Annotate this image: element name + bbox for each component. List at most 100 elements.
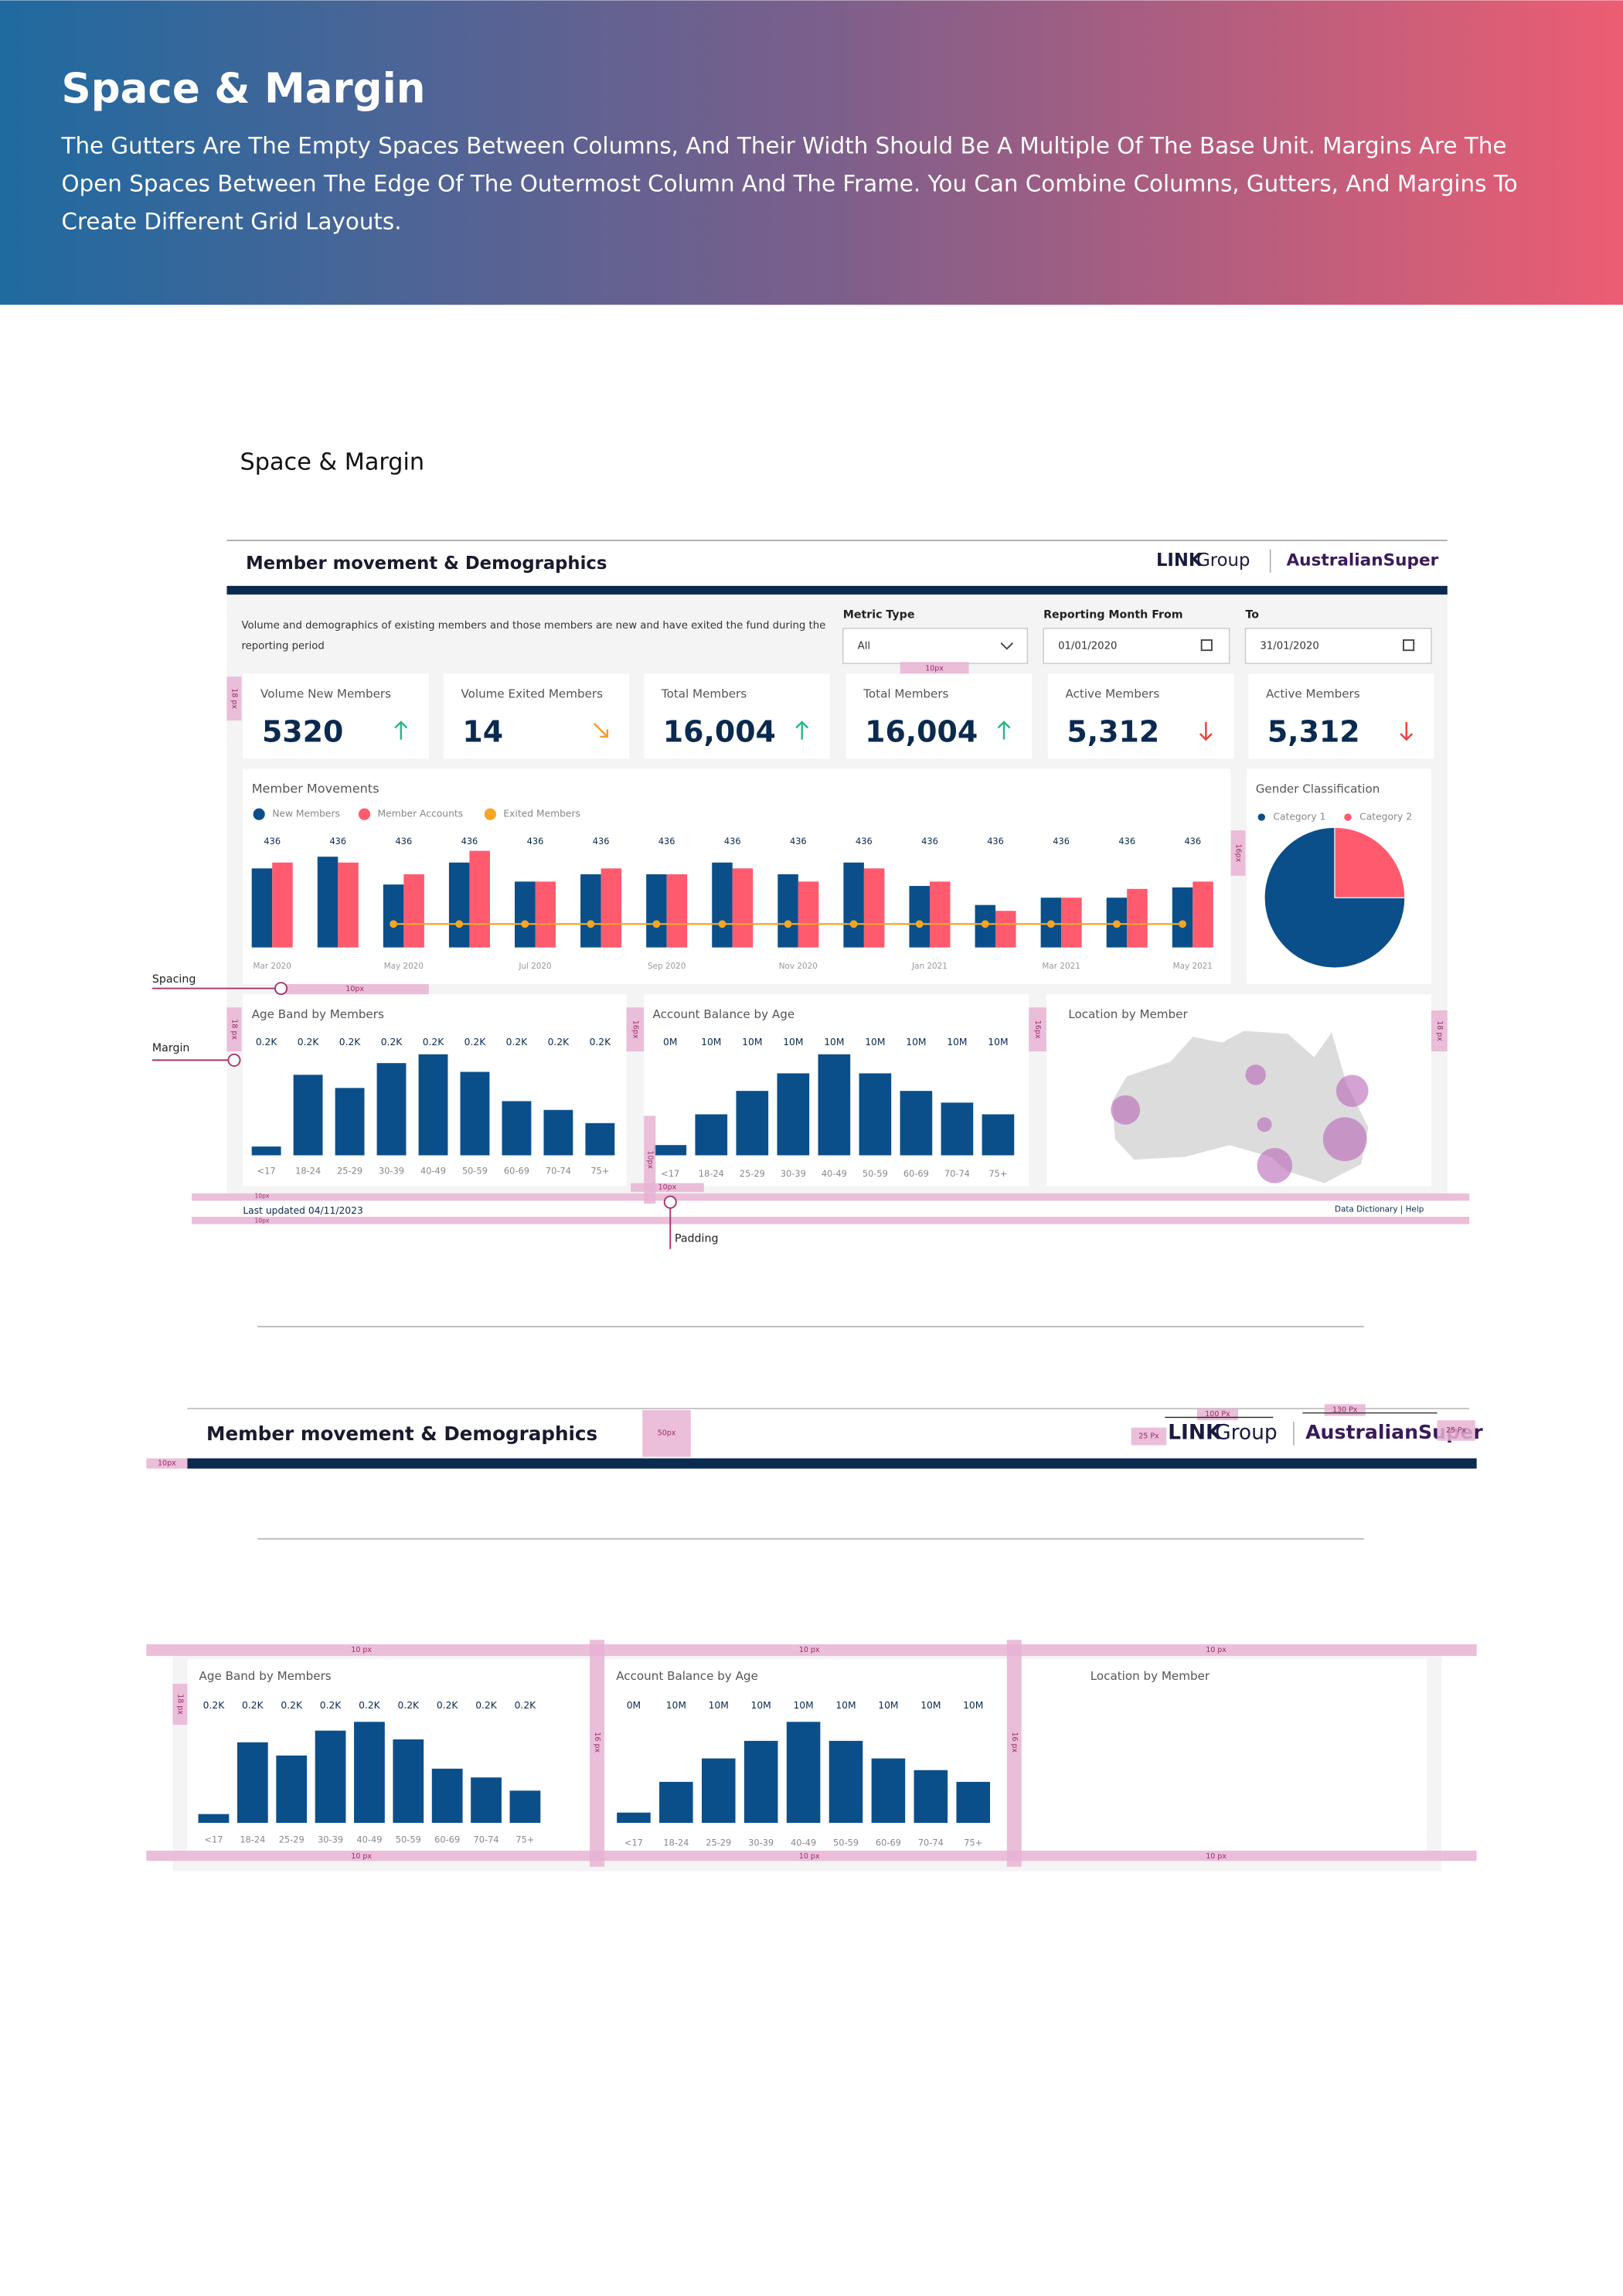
label: 10 px xyxy=(1206,1646,1227,1654)
label: To xyxy=(1245,609,1259,622)
bar xyxy=(798,881,819,948)
bar xyxy=(338,862,359,948)
line-point xyxy=(1179,920,1186,928)
trend-arrow xyxy=(795,720,809,740)
label: 10px xyxy=(658,1184,677,1192)
bar xyxy=(335,1088,365,1156)
label: 30-39 xyxy=(379,1165,404,1176)
annotation-band xyxy=(1006,1640,1022,1867)
annotation-band xyxy=(192,1216,1470,1225)
line-point xyxy=(1046,920,1055,928)
label: Account Balance by Age xyxy=(616,1669,758,1683)
label: <17 xyxy=(257,1165,276,1176)
bar xyxy=(585,1122,615,1156)
calendar-icon xyxy=(1403,639,1415,652)
label: 75+ xyxy=(515,1834,534,1845)
line-point xyxy=(718,920,726,928)
annotation-band xyxy=(1230,830,1246,876)
label: 436 xyxy=(724,836,741,847)
bar xyxy=(659,1781,693,1823)
label: 18-24 xyxy=(240,1834,265,1845)
label: 10M xyxy=(793,1700,813,1711)
label: 70-74 xyxy=(944,1168,970,1179)
label: 16px xyxy=(1033,1020,1042,1039)
label: Jul 2020 xyxy=(518,962,551,971)
label: 10px xyxy=(925,664,944,673)
label: Category 2 xyxy=(1359,812,1412,823)
label: 436 xyxy=(396,836,413,847)
label: AustralianSuper xyxy=(1286,551,1438,571)
bar xyxy=(448,862,470,948)
bar xyxy=(654,1145,687,1156)
trend-arrow xyxy=(997,720,1011,740)
kpi-card xyxy=(644,673,830,759)
line-point xyxy=(981,920,989,928)
label: Active Members xyxy=(1066,686,1160,700)
bar xyxy=(515,881,536,948)
label: Volume New Members xyxy=(260,686,391,700)
label: 0.2K xyxy=(437,1700,459,1711)
label: 436 xyxy=(1184,836,1201,847)
bar xyxy=(914,1770,948,1823)
label: 10M xyxy=(742,1037,762,1048)
bar xyxy=(743,1740,778,1823)
label: <17 xyxy=(661,1168,679,1179)
annotation-band xyxy=(1431,1010,1448,1052)
line-point xyxy=(1113,920,1121,928)
bar xyxy=(1193,881,1213,948)
label: 18 px xyxy=(1435,1020,1444,1041)
bar xyxy=(1061,898,1082,948)
bar xyxy=(859,1073,892,1156)
label: 30-39 xyxy=(318,1834,343,1845)
label: 50-59 xyxy=(462,1165,488,1176)
pointer-dot xyxy=(274,982,288,996)
label: 10px xyxy=(645,1150,654,1169)
filter-box xyxy=(842,628,1029,664)
label: 10M xyxy=(906,1037,926,1048)
label: Last updated 04/11/2023 xyxy=(243,1205,362,1216)
label: 0.2K xyxy=(464,1037,487,1048)
bar xyxy=(403,874,424,948)
label: 436 xyxy=(329,836,346,847)
label: 10M xyxy=(709,1700,729,1711)
label: 14 xyxy=(462,715,503,749)
bar xyxy=(900,1091,933,1156)
label: 436 xyxy=(987,836,1004,847)
label: 25-29 xyxy=(337,1165,362,1176)
label: 10M xyxy=(751,1700,771,1711)
line-point xyxy=(521,920,529,928)
bar xyxy=(460,1071,490,1156)
label: <17 xyxy=(204,1834,223,1845)
label: 10px xyxy=(254,1218,269,1225)
label: 60-69 xyxy=(434,1834,460,1845)
bar xyxy=(1127,888,1148,948)
label: Margin xyxy=(152,1042,189,1054)
label: Member Movements xyxy=(252,782,379,796)
label: 10 px xyxy=(1206,1852,1227,1861)
label: 70-74 xyxy=(918,1837,944,1848)
kpi-card xyxy=(1248,673,1434,759)
label: 10 px xyxy=(351,1646,372,1654)
label: 10M xyxy=(783,1037,803,1048)
bar xyxy=(317,857,339,948)
label: 10 px xyxy=(799,1646,820,1654)
label: Nov 2020 xyxy=(779,962,818,971)
label: Member movement & Demographics xyxy=(206,1422,597,1445)
bar xyxy=(272,862,293,948)
filter-box xyxy=(1244,628,1432,664)
label: 10M xyxy=(947,1037,967,1048)
label: Active Members xyxy=(1266,686,1360,700)
annotation-band xyxy=(900,662,969,676)
label: 10M xyxy=(666,1700,686,1711)
annotation-band xyxy=(1131,1427,1167,1446)
label: 10M xyxy=(835,1700,856,1711)
bar xyxy=(818,1054,851,1156)
label: The Gutters Are The Empty Spaces Between… xyxy=(61,132,1507,158)
label: 16,004 xyxy=(865,715,978,749)
pointer-dot xyxy=(227,1053,241,1067)
pointer-dot xyxy=(663,1195,677,1209)
kpi-card xyxy=(243,673,429,759)
label: 0.2K xyxy=(203,1700,226,1711)
label: Sep 2020 xyxy=(648,962,686,971)
label: 40-49 xyxy=(420,1165,446,1176)
